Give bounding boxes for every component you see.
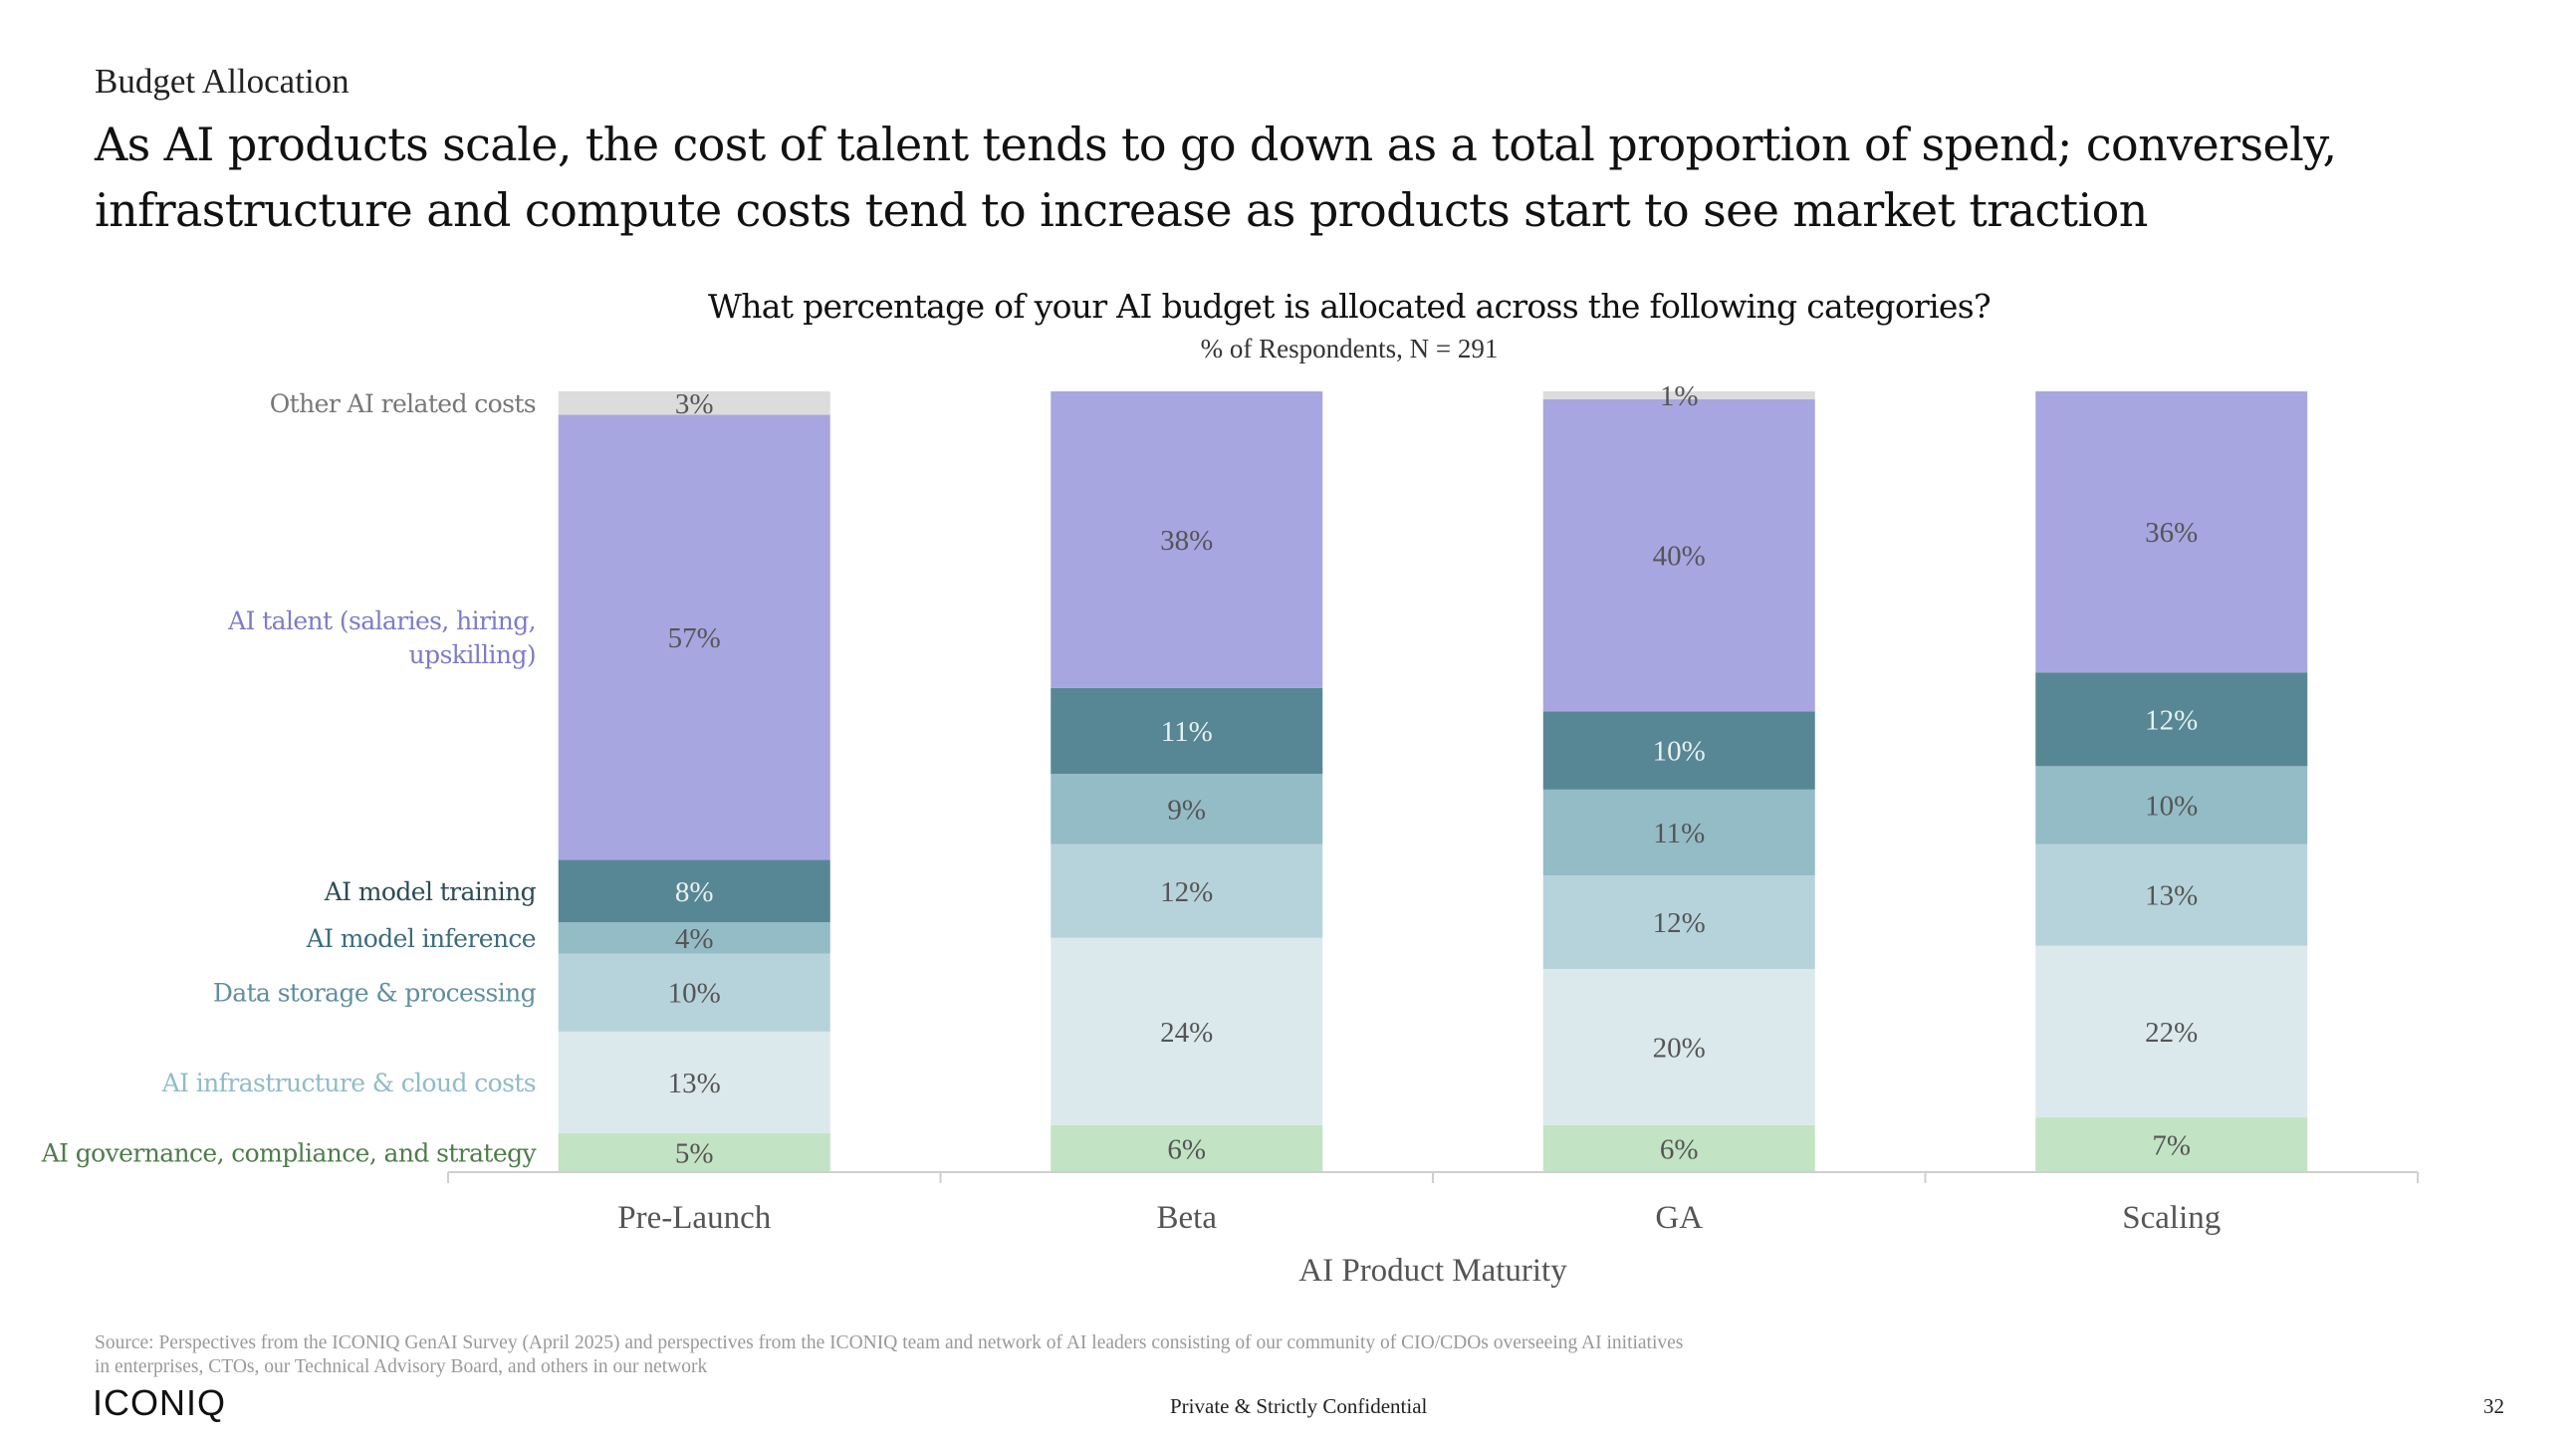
bar-value-label: 10%	[668, 978, 721, 1010]
bar-segment-2-4	[1542, 711, 1815, 790]
bar-segment-3-3	[2035, 766, 2308, 844]
legend-label-line: Data storage & processing	[213, 979, 537, 1008]
page-number: 32	[2483, 1394, 2504, 1418]
bar-segment-1-1	[1051, 937, 1323, 1125]
bar-value-label: 20%	[1653, 1033, 1706, 1065]
bar-segment-3-2	[2035, 843, 2308, 946]
x-axis: Pre-Launch Beta GA Scaling AI Product Maturi…	[447, 1171, 2419, 1289]
bar-segment-1-4	[1051, 687, 1323, 775]
bar-segment-2-2	[1542, 875, 1815, 970]
bar-segment-0-4	[558, 859, 830, 923]
bar-value-label: 8%	[675, 876, 714, 908]
bar-segment-0-1	[558, 1031, 830, 1133]
bar-segment-1-0	[1051, 1124, 1323, 1172]
legend-label-line: AI governance, compliance, and strategy	[41, 1138, 538, 1167]
legend-label: AI governance, compliance, and strategy	[41, 1138, 538, 1167]
x-tick-label: Beta	[1157, 1200, 1218, 1236]
x-tick-label: Scaling	[2122, 1200, 2221, 1236]
bar-segment-1-5	[1051, 391, 1323, 688]
bar-value-label: 12%	[2145, 704, 2198, 736]
bar-segment-0-3	[558, 922, 830, 954]
bar-value-label: 5%	[675, 1137, 714, 1169]
confidential-notice: Private & Strictly Confidential	[1170, 1394, 1428, 1418]
bar-value-label: 11%	[1161, 716, 1213, 748]
bar-segment-2-1	[1542, 969, 1815, 1125]
bar-value-label: 4%	[675, 923, 714, 955]
section-label: Budget Allocation	[95, 62, 350, 101]
legend-label: AI infrastructure & cloud costs	[161, 1069, 536, 1097]
legend-label: AI model inference	[306, 924, 536, 953]
bar-value-label: 40%	[1653, 541, 1706, 573]
bar-segment-3-5	[2035, 391, 2308, 673]
bar-segment-2-5	[1542, 398, 1815, 712]
bar-segment-3-0	[2035, 1117, 2308, 1172]
bar-value-label: 12%	[1653, 907, 1706, 939]
chart-title: What percentage of your AI budget is all…	[708, 287, 1991, 326]
legend-label-line: AI talent (salaries, hiring,	[227, 606, 536, 635]
bar-value-label: 38%	[1160, 525, 1213, 557]
legend-label-line: AI model training	[324, 877, 537, 906]
bar-segment-0-0	[558, 1132, 830, 1172]
bar-value-label: 3%	[675, 388, 714, 420]
bar-value-label: 7%	[2152, 1130, 2191, 1162]
bar-segment-1-3	[1051, 774, 1323, 844]
legend-label: Data storage & processing	[213, 979, 537, 1008]
bar-value-label: 22%	[2145, 1017, 2198, 1049]
bar-value-label: 6%	[1660, 1133, 1699, 1165]
bar-value-label: 6%	[1167, 1133, 1206, 1165]
legend-label: Other AI related costs	[270, 389, 536, 418]
bar-segment-0-5	[558, 414, 830, 860]
bar-value-label: 9%	[1167, 794, 1206, 826]
legend-label-line: AI infrastructure & cloud costs	[161, 1069, 536, 1097]
bar-value-label: 24%	[1160, 1017, 1213, 1049]
bar-value-label: 1%	[1660, 380, 1699, 412]
brand-logo: ICONIQ	[93, 1382, 227, 1423]
x-tick-label: GA	[1655, 1200, 1703, 1236]
bar-value-label: 11%	[1653, 818, 1705, 849]
bar-value-label: 36%	[2145, 517, 2198, 549]
bar-value-label: 12%	[1160, 876, 1213, 908]
bar-value-label: 13%	[668, 1068, 721, 1099]
bars-layer: 5% 13% 10% 4% 8% 57% 3% 6% 24% 12% 9% 11% 38% 6% 20% 12…	[558, 380, 2308, 1172]
bar-segment-2-3	[1542, 789, 1815, 876]
bar-segment-3-1	[2035, 945, 2308, 1118]
bar-value-label: 10%	[2145, 791, 2198, 823]
bar-segment-0-2	[558, 953, 830, 1032]
bar-value-label: 57%	[668, 622, 721, 654]
bar-segment-1-2	[1051, 843, 1323, 938]
bar-segment-2-6	[1542, 391, 1815, 399]
source-footnote: Source: Perspectives from the ICONIQ Gen…	[95, 1332, 1684, 1377]
x-axis-title: AI Product Maturity	[1298, 1253, 1567, 1289]
x-tick-label: Pre-Launch	[617, 1200, 771, 1236]
page-headline: As AI products scale, the cost of talent…	[95, 118, 2337, 237]
bar-segment-0-6	[558, 391, 830, 415]
bar-segment-2-0	[1542, 1124, 1815, 1172]
legend-label-line: upskilling)	[409, 640, 536, 669]
legend-label: AI talent (salaries, hiring, upskilling)	[227, 606, 536, 669]
bar-value-label: 10%	[1653, 736, 1706, 768]
chart-subtitle: % of Respondents, N = 291	[1200, 334, 1499, 363]
series-legend: AI governance, compliance, and strategy A…	[41, 389, 538, 1168]
bar-value-label: 13%	[2145, 880, 2198, 912]
legend-label: AI model training	[324, 877, 537, 906]
bar-segment-3-4	[2035, 672, 2308, 767]
legend-label-line: AI model inference	[306, 924, 536, 953]
legend-label-line: Other AI related costs	[270, 389, 536, 418]
